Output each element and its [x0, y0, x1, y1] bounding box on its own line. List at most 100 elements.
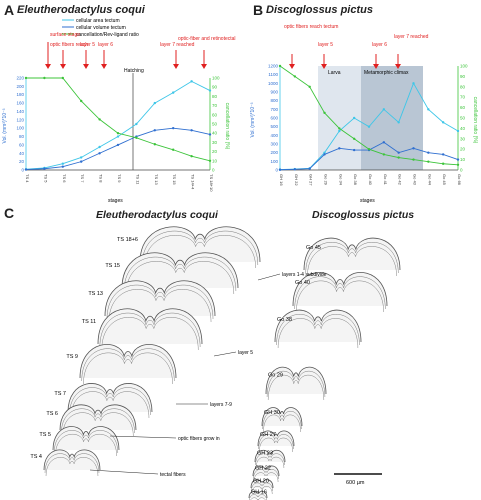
- a-event-5: optic-fiber and retinotectal: [178, 36, 236, 42]
- y2-tick-label: 50: [212, 122, 218, 127]
- b-event-1: layer 5: [318, 42, 333, 48]
- y-tick-label: 400: [270, 133, 278, 138]
- data-point: [24, 168, 28, 171]
- panel-c-letter: C: [4, 205, 15, 221]
- c-annotation-3: optic fibers grow in: [178, 436, 220, 442]
- data-point: [308, 85, 311, 89]
- right-section-outline: [255, 456, 285, 469]
- a-event-head-4: [173, 64, 179, 69]
- panel-a-title: Eleutherodactylus coqui: [17, 4, 145, 16]
- y-tick-label: 100: [270, 159, 278, 164]
- left-section-outline: [123, 256, 237, 292]
- data-point: [397, 121, 400, 124]
- y-tick-label: 500: [270, 124, 278, 129]
- c-annotation-line-4: [89, 469, 159, 475]
- panel-b-chart: Larva Metamorphic climax optic fibers re…: [250, 24, 478, 204]
- data-point: [412, 147, 415, 150]
- left-stage-label: TS 11: [82, 319, 96, 325]
- a-ylabel: Vol. (mm³)*10⁻³: [2, 108, 8, 143]
- y2-tick-label: 60: [460, 105, 466, 110]
- a-legend-2: cancellation/Rev-ligand ratio: [76, 32, 139, 38]
- x-tick-label: TS 13: [154, 174, 159, 185]
- right-section-outline: [253, 469, 279, 480]
- data-point: [61, 76, 64, 80]
- data-point: [323, 153, 326, 156]
- data-point: [293, 168, 297, 171]
- data-point: [278, 168, 282, 171]
- left-section-outline: [53, 430, 119, 454]
- y2-tick-label: 20: [460, 147, 466, 152]
- a-event-head-5: [201, 64, 207, 69]
- data-point: [135, 136, 138, 139]
- data-point: [427, 151, 430, 154]
- left-section-outline: [144, 235, 256, 269]
- y-tick-label: 1200: [268, 64, 279, 69]
- left-stage-label: TS 5: [39, 432, 51, 438]
- y2-tick-label: 40: [460, 126, 466, 131]
- data-point: [456, 163, 460, 166]
- y-tick-label: 80: [19, 134, 25, 139]
- data-point: [352, 116, 356, 120]
- x-tick-label: TS 5: [43, 174, 48, 183]
- right-stage-label: Go 40: [295, 280, 310, 286]
- right-stage-label: Go 29: [268, 372, 283, 378]
- data-point: [338, 129, 341, 133]
- y2-tick-label: 10: [212, 158, 218, 163]
- right-stage-label: GH 16: [251, 490, 267, 496]
- data-point: [456, 129, 460, 133]
- y2-tick-label: 90: [212, 85, 218, 90]
- data-point: [441, 162, 445, 165]
- data-point: [293, 75, 297, 78]
- right-section-outline: [253, 472, 279, 483]
- data-point: [43, 167, 46, 170]
- x-tick-label: TS 4: [25, 174, 30, 183]
- left-stage-label: TS 13: [88, 291, 103, 297]
- data-point: [61, 162, 64, 165]
- y-tick-label: 0: [21, 168, 24, 173]
- panel-b-letter: B: [253, 2, 264, 18]
- x-tick-label: TS 6: [62, 174, 67, 183]
- c-annotation-line-0: [257, 273, 281, 281]
- a-y2label: cancellation ratio (%): [224, 103, 230, 150]
- data-point: [323, 151, 326, 154]
- left-stage-label: TS 9: [66, 354, 78, 360]
- y-tick-label: 40: [19, 151, 25, 156]
- data-point: [153, 101, 156, 105]
- y-tick-label: 220: [16, 76, 24, 81]
- data-point: [116, 143, 120, 147]
- y-tick-label: 200: [16, 84, 24, 89]
- data-point: [208, 89, 212, 92]
- data-point: [98, 145, 101, 149]
- data-point: [412, 158, 415, 161]
- panel-b-title: Discoglossus pictus: [266, 4, 373, 16]
- left-stage-label: TS 15: [105, 263, 120, 269]
- b-event-head-1: [321, 64, 327, 69]
- data-point: [98, 118, 101, 121]
- y-tick-label: 200: [270, 150, 278, 155]
- y-tick-label: 0: [275, 168, 278, 173]
- data-point: [80, 99, 83, 103]
- y-tick-label: 600: [270, 116, 278, 121]
- b-series: [278, 64, 460, 171]
- right-stage-label: GH 20: [253, 479, 269, 485]
- c-annotation-0: layers 1-4 subdivide: [282, 272, 327, 278]
- right-section-outline: [267, 375, 325, 401]
- b-meta-label: Metamorphic climax: [364, 70, 409, 76]
- left-section-outline: [141, 230, 259, 266]
- left-section-outline: [61, 408, 135, 434]
- a-legend-0: cellular area tectum: [76, 18, 120, 24]
- x-tick-label: GH 27: [309, 174, 314, 186]
- a-series: [24, 76, 212, 171]
- right-section-outline: [258, 434, 294, 450]
- x-tick-label: Go 66: [457, 174, 462, 186]
- data-point: [172, 91, 175, 94]
- left-section-outline: [106, 284, 214, 320]
- b-ylabel: Vol. (mm³)*10⁻³: [250, 102, 256, 137]
- right-section-outline: [305, 242, 399, 274]
- data-point: [441, 121, 445, 124]
- y-tick-label: 700: [270, 107, 278, 112]
- y2-tick-label: 50: [460, 116, 466, 121]
- x-tick-label: GH 16: [279, 174, 284, 186]
- a-event-head-2: [83, 64, 89, 69]
